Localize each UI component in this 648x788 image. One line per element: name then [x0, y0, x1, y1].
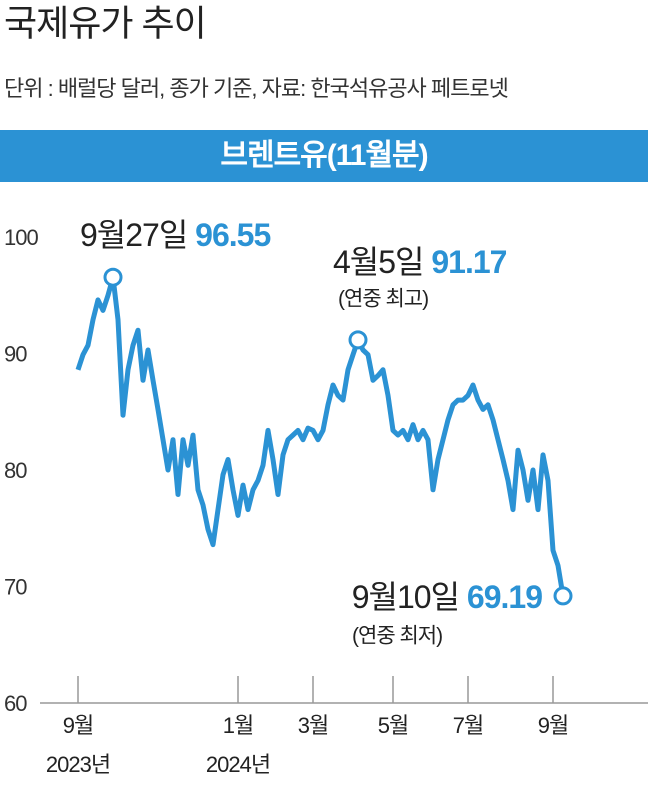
subtitle: 단위 : 배럴당 달러, 종가 기준, 자료: 한국석유공사 페트로넷: [4, 76, 508, 101]
y-tick-label: 70: [4, 574, 27, 599]
x-tick-label: 3월: [298, 713, 328, 738]
x-tick-label: 5월: [378, 713, 408, 738]
x-tick-label: 9월: [538, 713, 568, 738]
annotation-note: (연중 최저): [352, 625, 442, 648]
highlight-marker: [103, 267, 123, 287]
y-tick-label: 90: [4, 341, 27, 366]
highlight-marker: [553, 586, 573, 606]
y-tick-label: 100: [4, 225, 38, 250]
y-tick-label: 80: [4, 458, 27, 483]
panel-banner: [0, 130, 648, 182]
x-group-label: 2024년: [206, 752, 270, 777]
annotation: 9월10일 69.19: [352, 579, 542, 615]
annotation: 4월5일 91.17: [333, 244, 507, 280]
annotation-note: (연중 최고): [338, 288, 428, 311]
x-tick-label: 9월: [63, 713, 93, 738]
x-group-label: 2023년: [46, 752, 110, 777]
chart-title: 국제유가 추이: [4, 3, 206, 44]
price-line: [75, 274, 566, 597]
annotation-date: 4월5일: [333, 244, 423, 280]
annotation-date: 9월27일: [80, 217, 187, 253]
x-tick-label: 7월: [453, 713, 483, 738]
x-tick-label: 1월: [223, 713, 253, 738]
y-tick-label: 60: [4, 691, 27, 716]
value-label: 91.17: [431, 244, 506, 280]
highlight-marker: [348, 330, 368, 350]
annotation: 9월27일 96.55: [80, 217, 270, 253]
annotation-date: 9월10일: [352, 579, 459, 615]
value-label: 69.19: [467, 579, 542, 615]
plot: 60 70 80 90 100 9월 2023년 1월 2024년 3월 5월 7월 9월: [4, 225, 573, 777]
value-label: 96.55: [195, 217, 270, 253]
panel-title: 브렌트유(11월분): [220, 139, 427, 172]
